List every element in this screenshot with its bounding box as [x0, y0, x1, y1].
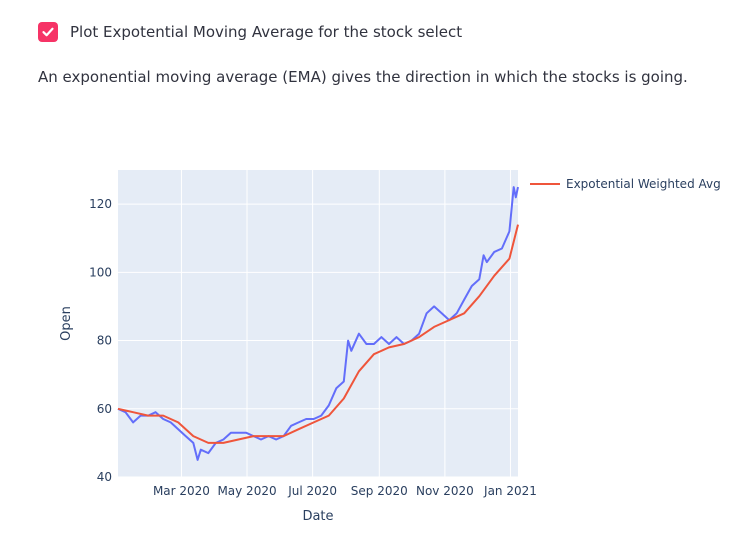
ema-checkbox-label[interactable]: Plot Expotential Moving Average for the … [70, 23, 463, 41]
series-line-expotential-weighted-avg [117, 224, 519, 444]
y-tick-label: 80 [97, 334, 112, 348]
x-tick-label: Jul 2020 [287, 484, 337, 498]
series-line-open [117, 186, 519, 461]
ema-checkbox[interactable] [38, 22, 58, 42]
y-tick-label: 40 [97, 470, 112, 484]
x-tick-label: May 2020 [217, 484, 276, 498]
x-tick-label: Jan 2021 [483, 484, 537, 498]
x-tick-label: Nov 2020 [416, 484, 474, 498]
y-tick-label: 60 [97, 402, 112, 416]
ema-checkbox-row[interactable]: Plot Expotential Moving Average for the … [38, 22, 462, 42]
y-tick-label: 120 [89, 197, 112, 211]
y-axis-title: Open [59, 306, 74, 341]
x-tick-label: Sep 2020 [351, 484, 408, 498]
legend-label: Expotential Weighted Avg [566, 177, 721, 191]
ema-line-chart: 40 60 80 100 120 Mar 2020 May 2020 Jul 2020 Sep … [59, 170, 721, 524]
ema-description: An exponential moving average (EMA) give… [38, 68, 688, 86]
checkmark-icon [42, 27, 54, 37]
x-tick-label: Mar 2020 [153, 484, 210, 498]
plot-area [118, 170, 518, 477]
y-tick-label: 100 [89, 265, 112, 279]
x-axis-title: Date [302, 509, 333, 524]
